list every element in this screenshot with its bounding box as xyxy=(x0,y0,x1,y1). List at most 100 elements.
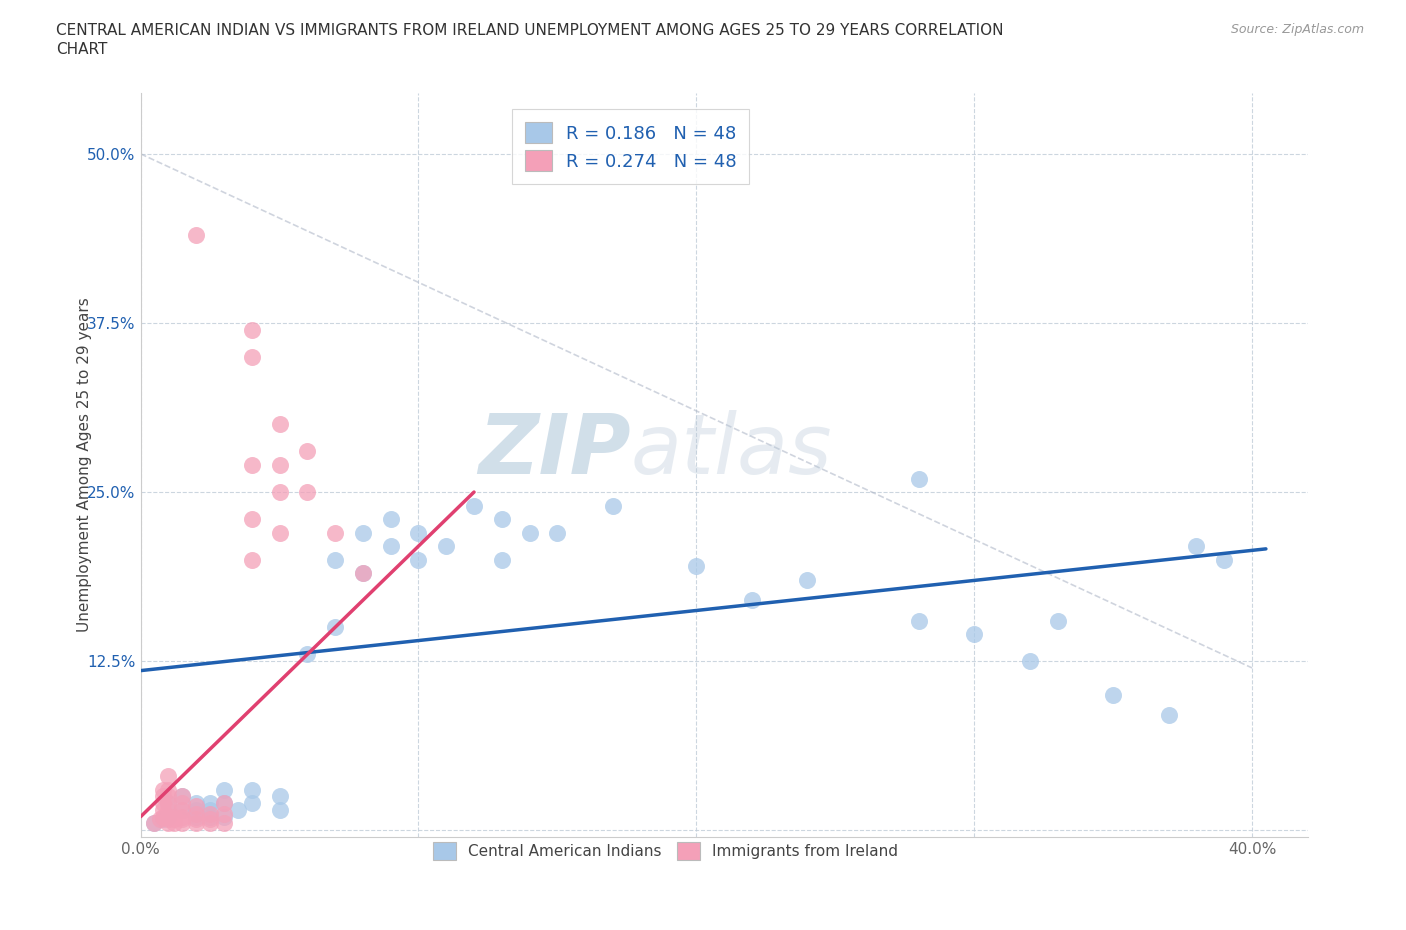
Point xyxy=(352,565,374,580)
Point xyxy=(198,803,221,817)
Point xyxy=(186,809,208,824)
Point xyxy=(212,796,235,811)
Point xyxy=(172,809,194,824)
Point xyxy=(1185,538,1208,553)
Point xyxy=(1157,708,1180,723)
Point xyxy=(240,552,263,567)
Point xyxy=(186,803,208,817)
Point xyxy=(963,627,986,642)
Point xyxy=(741,592,763,607)
Point xyxy=(408,552,430,567)
Point xyxy=(463,498,485,513)
Point xyxy=(269,789,291,804)
Point xyxy=(157,796,180,811)
Point xyxy=(152,803,174,817)
Point xyxy=(172,816,194,830)
Point xyxy=(157,782,180,797)
Point xyxy=(157,803,180,817)
Point xyxy=(212,816,235,830)
Point xyxy=(226,803,249,817)
Text: CHART: CHART xyxy=(56,42,108,57)
Point xyxy=(143,816,166,830)
Point xyxy=(297,485,319,499)
Point xyxy=(198,812,221,827)
Point xyxy=(1102,687,1125,702)
Point xyxy=(198,816,221,830)
Point xyxy=(149,812,172,827)
Point xyxy=(157,809,180,824)
Point xyxy=(212,782,235,797)
Point xyxy=(186,806,208,821)
Point xyxy=(152,796,174,811)
Point xyxy=(408,525,430,540)
Point xyxy=(198,796,221,811)
Point xyxy=(1213,552,1236,567)
Point xyxy=(240,350,263,365)
Point xyxy=(269,485,291,499)
Point xyxy=(240,512,263,526)
Point xyxy=(297,444,319,458)
Point xyxy=(186,796,208,811)
Point xyxy=(212,796,235,811)
Point xyxy=(212,806,235,821)
Point xyxy=(240,323,263,338)
Point xyxy=(519,525,541,540)
Point xyxy=(157,789,180,804)
Point xyxy=(323,552,346,567)
Point xyxy=(212,809,235,824)
Point xyxy=(323,620,346,635)
Point xyxy=(907,472,929,486)
Point xyxy=(1046,613,1069,628)
Point xyxy=(172,789,194,804)
Point xyxy=(352,565,374,580)
Legend: Central American Indians, Immigrants from Ireland: Central American Indians, Immigrants fro… xyxy=(423,831,908,870)
Text: CENTRAL AMERICAN INDIAN VS IMMIGRANTS FROM IRELAND UNEMPLOYMENT AMONG AGES 25 TO: CENTRAL AMERICAN INDIAN VS IMMIGRANTS FR… xyxy=(56,23,1004,38)
Text: atlas: atlas xyxy=(631,409,832,491)
Point xyxy=(163,812,186,827)
Point xyxy=(172,812,194,827)
Point xyxy=(907,613,929,628)
Point xyxy=(157,812,180,827)
Point xyxy=(269,458,291,472)
Point xyxy=(172,803,194,817)
Point xyxy=(186,812,208,827)
Point xyxy=(143,816,166,830)
Point xyxy=(380,512,402,526)
Point xyxy=(172,796,194,811)
Point xyxy=(157,796,180,811)
Point xyxy=(240,782,263,797)
Point xyxy=(240,458,263,472)
Point xyxy=(186,799,208,814)
Point xyxy=(1018,654,1040,669)
Point xyxy=(157,769,180,784)
Point xyxy=(172,789,194,804)
Point xyxy=(269,525,291,540)
Point xyxy=(186,816,208,830)
Point xyxy=(157,809,180,824)
Point xyxy=(198,809,221,824)
Point xyxy=(434,538,457,553)
Point xyxy=(198,806,221,821)
Point xyxy=(269,417,291,432)
Point xyxy=(796,573,818,588)
Text: Source: ZipAtlas.com: Source: ZipAtlas.com xyxy=(1230,23,1364,36)
Point xyxy=(157,816,180,830)
Point xyxy=(240,796,263,811)
Point xyxy=(685,559,707,574)
Point xyxy=(491,512,513,526)
Point xyxy=(323,525,346,540)
Point xyxy=(152,812,174,827)
Point xyxy=(491,552,513,567)
Point xyxy=(297,647,319,662)
Text: ZIP: ZIP xyxy=(478,409,631,491)
Point xyxy=(269,803,291,817)
Point xyxy=(172,803,194,817)
Text: Unemployment Among Ages 25 to 29 years: Unemployment Among Ages 25 to 29 years xyxy=(77,298,91,632)
Point xyxy=(152,789,174,804)
Point xyxy=(152,809,174,824)
Point xyxy=(152,782,174,797)
Point xyxy=(602,498,624,513)
Point xyxy=(163,816,186,830)
Point xyxy=(186,228,208,243)
Point xyxy=(163,809,186,824)
